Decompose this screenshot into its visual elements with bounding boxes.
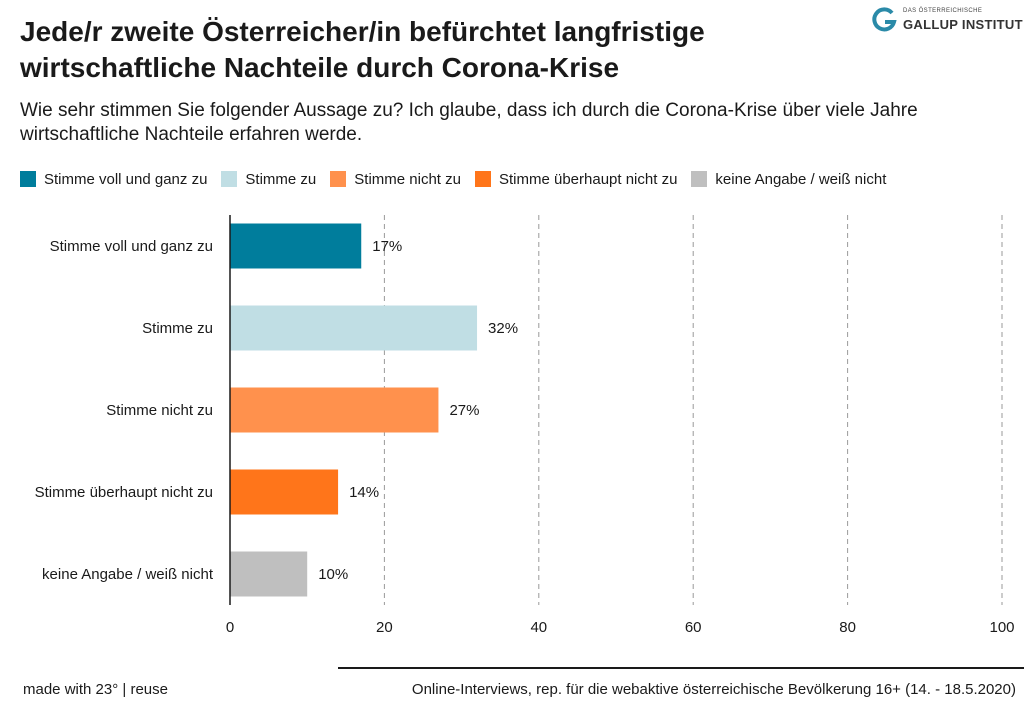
legend-item[interactable]: Stimme zu [221, 171, 316, 188]
legend-swatch [474, 171, 491, 187]
x-tick-label: 0 [226, 619, 234, 636]
bar [230, 223, 362, 269]
data-label: 17% [372, 238, 402, 255]
category-label: Stimme überhaupt nicht zu [35, 484, 213, 501]
x-tick-label: 20 [376, 619, 393, 636]
data-label: 14% [349, 484, 379, 501]
bar [230, 305, 478, 351]
legend: Stimme voll und ganz zu Stimme zu Stimme… [20, 168, 900, 190]
legend-label: Stimme zu [245, 170, 317, 188]
data-label: 27% [449, 402, 479, 419]
category-label: Stimme zu [142, 320, 213, 337]
logo-small-text: DAS ÖSTERREICHISCHE [903, 8, 983, 14]
bar [230, 469, 339, 515]
bar [230, 551, 308, 597]
legend-item[interactable]: Stimme nicht zu [330, 171, 461, 188]
gallup-g-icon [872, 7, 897, 32]
legend-swatch [221, 171, 238, 187]
legend-label: keine Angabe / weiß nicht [715, 170, 887, 188]
x-tick-label: 100 [989, 619, 1014, 636]
gallup-logo: DAS ÖSTERREICHISCHE GALLUP INSTITUT [870, 6, 1023, 36]
chart-title: Jede/r zweite Österreicher/in befürchtet… [20, 16, 705, 83]
category-label: Stimme nicht zu [106, 402, 213, 419]
legend-label: Stimme nicht zu [354, 170, 461, 188]
x-tick-label: 40 [530, 619, 547, 636]
legend-swatch [330, 171, 347, 187]
legend-swatch [20, 171, 36, 187]
category-label: keine Angabe / weiß nicht [42, 566, 214, 583]
footer-source: Online-Interviews, rep. für die webaktiv… [411, 681, 1016, 698]
footer-divider [338, 667, 1024, 669]
data-label: 10% [318, 566, 348, 583]
bar [230, 387, 439, 433]
x-tick-label: 80 [839, 619, 856, 636]
bar-chart: 0 20 40 60 80 100 Stimme voll und ganz zu 17% St… [35, 215, 1015, 636]
x-tick-label: 60 [685, 619, 702, 636]
legend-label: Stimme überhaupt nicht zu [498, 170, 678, 188]
legend-swatch [691, 171, 708, 187]
legend-item[interactable]: Stimme voll und ganz zu [20, 171, 207, 188]
legend-item[interactable]: Stimme überhaupt nicht zu [474, 170, 678, 188]
category-label: Stimme voll und ganz zu [50, 238, 213, 255]
footer-credit[interactable]: made with 23° | reuse [23, 681, 168, 698]
chart-subtitle: Wie sehr stimmen Sie folgender Aussage z… [20, 100, 918, 145]
legend-item[interactable]: keine Angabe / weiß nicht [691, 171, 886, 188]
legend-label: Stimme voll und ganz zu [44, 170, 208, 188]
data-label: 32% [488, 320, 518, 337]
logo-big-text: GALLUP INSTITUT [903, 17, 1023, 32]
